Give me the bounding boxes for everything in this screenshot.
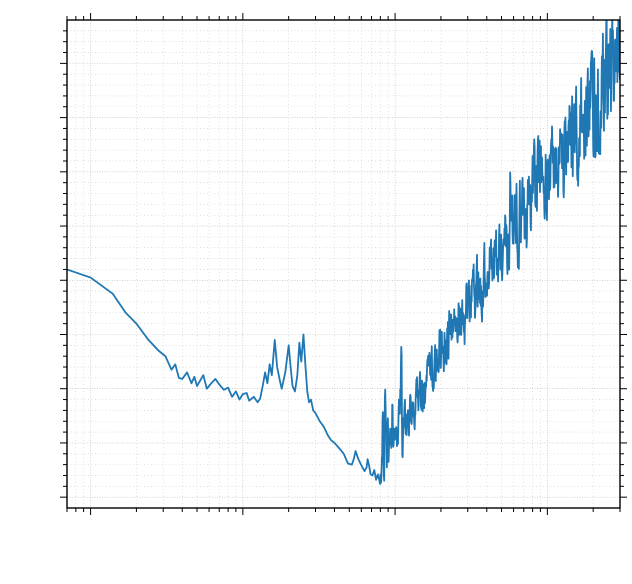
line-chart (0, 0, 632, 584)
chart-container (0, 0, 632, 584)
